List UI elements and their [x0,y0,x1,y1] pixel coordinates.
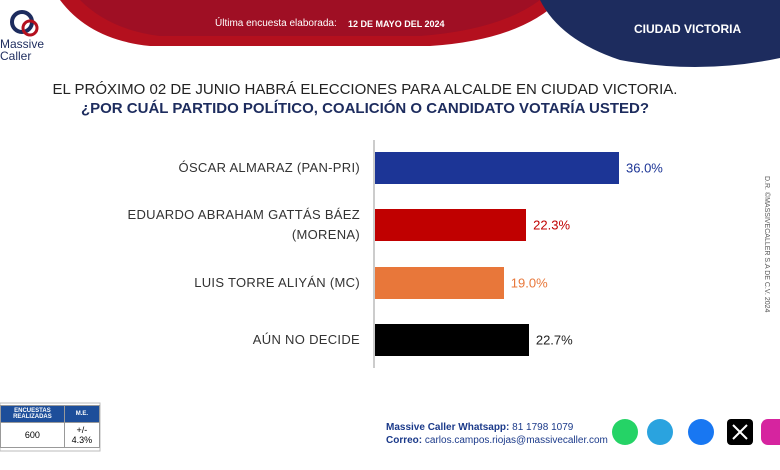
survey-label: Última encuesta elaborada: [215,18,337,29]
category-label: EDUARDO ABRAHAM GATTÁS BÁEZ (MORENA) [127,207,360,243]
stats-table: ENCUESTAS REALIZADAS M.E. 600 +/- 4.3% [0,405,101,448]
instagram-icon[interactable] [761,419,780,445]
contact-label: Massive Caller Whatsapp: [386,422,510,433]
stats-value: +/- 4.3% [63,422,101,448]
chart-title: EL PRÓXIMO 02 DE JUNIO HABRÁ ELECCIONES … [52,81,678,98]
logo-mark-accent [21,19,39,37]
category-label: LUIS TORRE ALIYÁN (MC) [194,274,360,290]
category-label: ÓSCAR ALMARAZ (PAN-PRI) [178,160,360,175]
header-blob [540,0,780,68]
value-label: 19.0% [510,275,548,291]
stats-value: 600 [0,422,65,448]
chart-subtitle: ¿POR CUÁL PARTIDO POLÍTICO, COALICIÓN O … [80,100,650,117]
bar [375,266,504,299]
x-glyph [732,424,748,440]
survey-date: 12 DE MAYO DEL 2024 [348,19,445,29]
telegram-icon[interactable] [647,419,673,445]
whatsapp-icon[interactable] [612,419,638,445]
stats-header: ENCUESTAS REALIZADAS [0,405,65,423]
bar [375,152,619,184]
value-label: 22.7% [535,332,573,348]
contact-value: carlos.campos.riojas@massivecaller.com [424,435,608,446]
category-label: AÚN NO DECIDE [252,331,360,347]
bar [375,323,529,356]
copyright: D.R. ©MASSIVECALLER S.A DE C.V. 2024 [763,176,770,313]
contact-label: Correo: [386,435,423,446]
city: CIUDAD VICTORIA [634,22,742,36]
logo-text: Massive Caller [0,37,45,63]
contact: Massive Caller Whatsapp: 81 1798 1079 [386,422,573,433]
contact-value: 81 1798 1079 [512,422,574,433]
contact: Correo: carlos.campos.riojas@massivecall… [386,435,608,446]
header-shade [80,0,540,36]
facebook-icon[interactable] [688,419,714,445]
stats-header: M.E. [63,405,101,423]
value-label: 22.3% [533,217,571,233]
value-label: 36.0% [626,160,663,176]
bar [375,209,527,242]
